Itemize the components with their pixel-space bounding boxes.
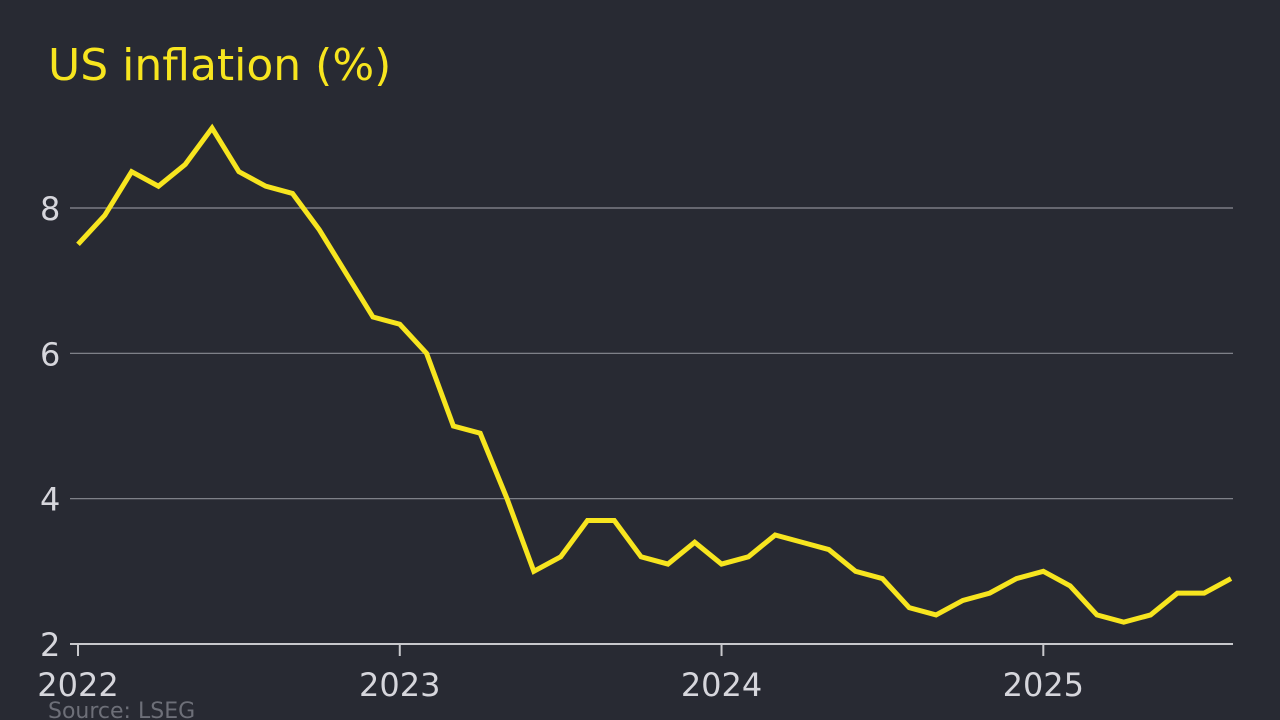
x-tick-label: 2022 (37, 666, 118, 704)
y-tick-label: 4 (40, 481, 60, 519)
line (76, 123, 1233, 625)
source: Source: LSEG (48, 699, 195, 720)
x-tick-label: 2025 (1003, 666, 1084, 704)
x-tick-label: 2023 (359, 666, 440, 704)
y-tick-label: 6 (40, 335, 60, 373)
x-tick-label: 2024 (681, 666, 762, 704)
y-tick-label: 8 (40, 190, 60, 228)
chart-title: US inflation (%) (48, 40, 391, 91)
y-tick-label: 2 (40, 626, 60, 664)
